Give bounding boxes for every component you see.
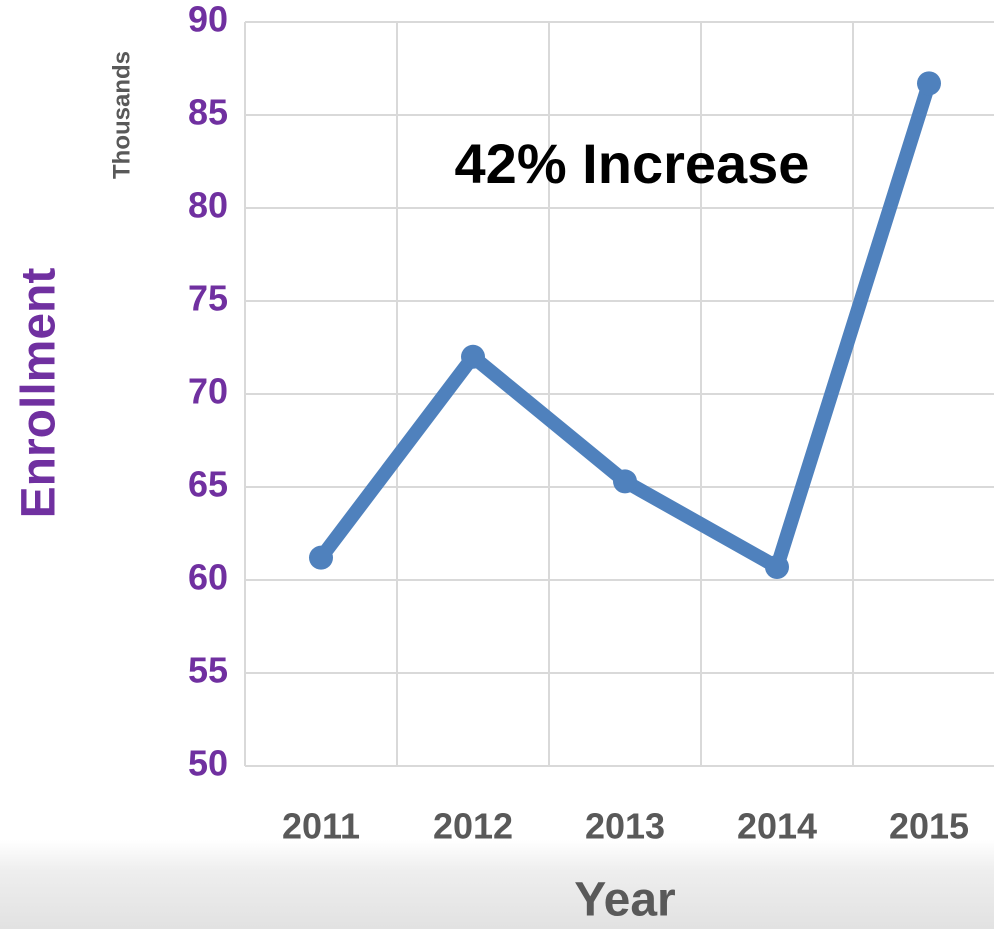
x-tick-label: 2011 [282, 806, 360, 847]
x-axis-label: Year [574, 874, 675, 927]
annotation: 42% Increase [455, 132, 810, 195]
data-point [917, 71, 941, 96]
y-tick-label: 65 [188, 464, 228, 505]
x-tick-label: 2013 [585, 806, 665, 847]
y-unit-label: Thousands [108, 51, 135, 179]
y-tick-label: 55 [188, 650, 228, 691]
plot [309, 71, 941, 579]
data-point [461, 344, 485, 369]
data-point [613, 469, 637, 494]
x-tick-label: 2014 [737, 806, 817, 847]
y-axis-label: Enrollment [13, 268, 66, 519]
x-tick-label: 2012 [433, 806, 513, 847]
grid [244, 21, 994, 767]
x-tick-label: 2015 [889, 806, 969, 847]
y-tick-label: 85 [188, 92, 228, 133]
data-point [765, 554, 789, 579]
y-tick-label: 90 [188, 0, 228, 40]
y-tick-label: 70 [188, 371, 228, 412]
footer-band [0, 840, 994, 929]
y-tick-label: 60 [188, 557, 228, 598]
y-tick-label: 50 [188, 743, 228, 784]
y-tick-label: 80 [188, 185, 228, 226]
y-tick-label: 75 [188, 278, 228, 319]
data-point [309, 545, 333, 570]
